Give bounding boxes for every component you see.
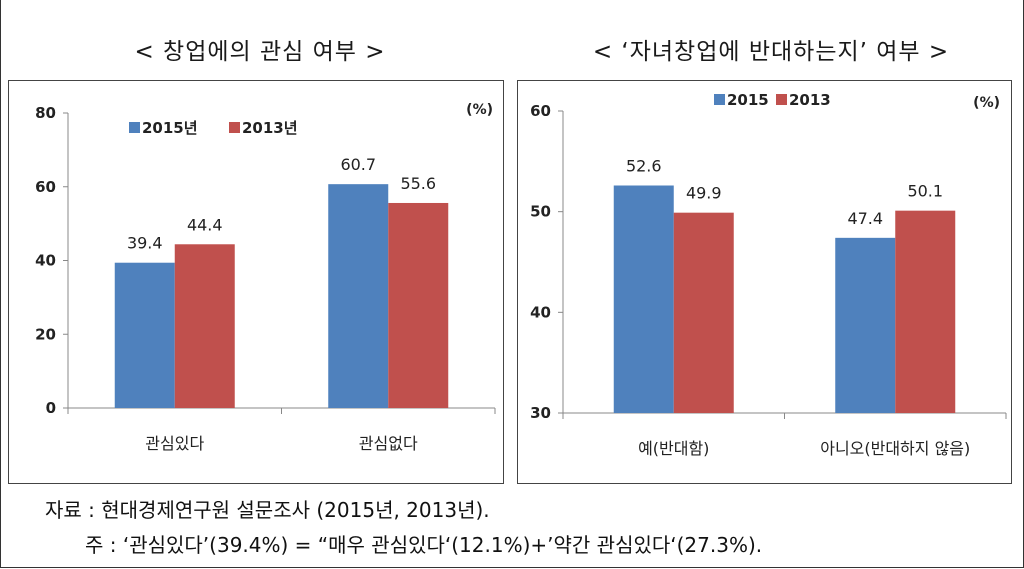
- legend-swatch-2015년: [129, 122, 140, 133]
- y-tick-label: 40: [530, 303, 551, 321]
- bar-2015년-2: [328, 184, 389, 408]
- data-label: 44.4: [187, 215, 223, 234]
- chart-interest: 0 20 40 60 80 39.4 44.4 관심있다 60.7 55.6 관심없다 2015년 20…: [35, 102, 496, 453]
- bar-2013-2: [895, 210, 956, 413]
- y-tick-label: 80: [35, 104, 56, 122]
- category-label: 아니오(반대하지 않음): [820, 439, 970, 458]
- y-tick-label: 0: [46, 399, 56, 417]
- unit-label: (%): [973, 95, 1000, 111]
- y-tick-label: 30: [530, 404, 551, 422]
- y-tick-label: 20: [35, 325, 56, 343]
- chart-oppose: 30 40 50 60 52.6 49.9 예(반대함) 47.4 50.1 아니오(반대하지 않…: [530, 91, 1007, 458]
- legend-label-2013년: 2013년: [242, 119, 298, 137]
- data-label: 39.4: [127, 234, 163, 253]
- data-label: 52.6: [626, 156, 662, 175]
- bar-2015년-1: [114, 262, 175, 408]
- bar-2013년-2: [388, 202, 449, 408]
- category-label: 예(반대함): [638, 439, 709, 458]
- legend-swatch-2015: [714, 94, 725, 105]
- y-tick-label: 60: [530, 102, 551, 120]
- source-note: 자료 : 현대경제연구원 설문조사 (2015년, 2013년).: [45, 498, 490, 522]
- y-tick-label: 40: [35, 252, 56, 270]
- y-tick-label: 50: [530, 203, 551, 221]
- unit-label: (%): [466, 102, 493, 118]
- bar-2013-1: [673, 212, 734, 413]
- data-label: 49.9: [686, 184, 722, 203]
- chart-panel-oppose: 30 40 50 60 52.6 49.9 예(반대함) 47.4 50.1 아니오(반대하지 않…: [517, 80, 1012, 484]
- y-tick-label: 60: [35, 178, 56, 196]
- legend-label-2015년: 2015년: [142, 119, 198, 137]
- category-label: 관심없다: [359, 434, 418, 453]
- bar-2015-2: [835, 237, 896, 413]
- chart-panel-interest: 0 20 40 60 80 39.4 44.4 관심있다 60.7 55.6 관심없다 2015년 20…: [8, 80, 504, 484]
- chart-title-interest: < 창업에의 관심 여부 >: [134, 39, 386, 65]
- bar-2013년-1: [174, 244, 235, 408]
- legend-swatch-2013: [776, 94, 787, 105]
- legend-swatch-2013년: [229, 122, 240, 133]
- data-label: 47.4: [847, 209, 883, 228]
- category-label: 관심있다: [145, 434, 204, 453]
- chart-title-oppose: < ‘자녀창업에 반대하는지’ 여부 >: [592, 39, 950, 65]
- bar-2015-1: [613, 185, 674, 413]
- data-label: 50.1: [907, 182, 943, 201]
- definition-note: 주 : ‘관심있다’(39.4%) = “매우 관심있다‘(12.1%)+’약간…: [85, 533, 763, 557]
- legend-label-2015: 2015: [727, 91, 769, 109]
- data-label: 55.6: [400, 174, 436, 193]
- data-label: 60.7: [340, 155, 376, 174]
- legend-label-2013: 2013: [789, 91, 831, 109]
